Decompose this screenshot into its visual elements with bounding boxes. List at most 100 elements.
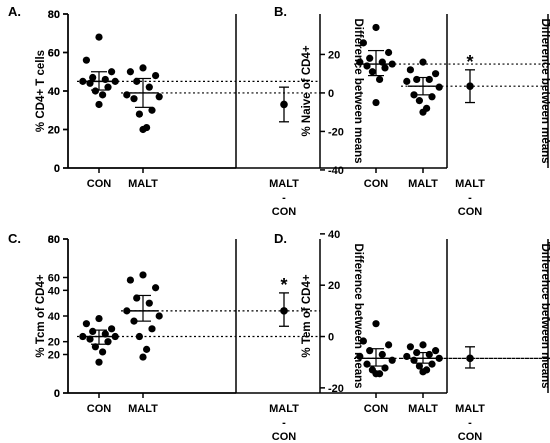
data-point <box>82 56 90 64</box>
data-point <box>79 332 87 341</box>
data-point <box>428 360 436 368</box>
diff-point <box>280 307 288 315</box>
data-point <box>432 347 440 355</box>
y2-tick-label: 0 <box>328 332 334 344</box>
data-point <box>372 370 380 378</box>
diff-label-line: MALT <box>269 403 299 415</box>
data-point <box>145 83 153 91</box>
diff-point <box>466 354 474 363</box>
data-point <box>359 39 367 47</box>
y-tick-label: 20 <box>48 125 60 137</box>
x-tick-label: CON <box>364 178 389 190</box>
x-tick-label: CON <box>87 403 112 415</box>
data-point <box>139 271 147 279</box>
data-point <box>139 125 147 134</box>
y2-axis-label: Difference between means <box>539 18 550 163</box>
data-point <box>86 335 94 343</box>
panel-a: A. 0 20 40 60 80 20 0 -20 -40 % CD4+ T cells Differ… <box>8 4 364 218</box>
y-axis-label: % Tcm of CD4+ <box>35 274 47 357</box>
data-point <box>91 87 99 95</box>
data-point <box>79 77 87 85</box>
data-point <box>152 284 160 292</box>
y-tick-label: 80 <box>48 9 60 21</box>
y-tick-label: 0 <box>54 163 60 175</box>
diff-point <box>466 82 474 90</box>
data-point <box>419 58 427 66</box>
y2-tick-label: 0 <box>328 88 334 100</box>
data-point <box>95 100 103 109</box>
data-point <box>406 66 414 74</box>
data-point <box>145 299 153 307</box>
data-point <box>403 77 411 85</box>
data-point <box>133 77 141 85</box>
y2-tick-label: -40 <box>328 165 344 177</box>
y2-tick-label: 20 <box>328 49 340 61</box>
diff-label-line: - <box>282 192 286 204</box>
data-point <box>415 362 423 370</box>
data-point <box>111 77 119 85</box>
data-point <box>95 358 103 366</box>
panel-letter: A. <box>8 4 21 19</box>
y-tick-label: 40 <box>48 285 60 297</box>
data-point <box>99 91 107 99</box>
data-point <box>104 83 112 91</box>
diff-point <box>280 100 288 109</box>
data-point <box>135 332 143 341</box>
diff-label-line: CON <box>458 206 483 218</box>
significance-marker: * <box>466 52 473 72</box>
data-point <box>419 341 427 349</box>
data-point <box>366 54 374 62</box>
data-point <box>372 320 380 328</box>
y2-tick-label: -20 <box>328 383 344 395</box>
data-point <box>372 98 380 107</box>
data-point <box>143 345 151 353</box>
data-point <box>108 68 116 76</box>
y-tick-label: 80 <box>48 234 60 246</box>
y-tick-label: 20 <box>48 125 60 137</box>
significance-marker: * <box>280 275 287 295</box>
data-point <box>108 325 116 333</box>
y-tick-label: 20 <box>48 350 60 362</box>
data-point <box>89 327 97 335</box>
data-point <box>82 320 90 328</box>
data-point <box>368 68 376 76</box>
diff-label-line: CON <box>458 431 483 443</box>
data-point <box>359 337 367 345</box>
y-axis-label: % Tem of CD4+ <box>301 274 313 357</box>
diff-label-line: MALT <box>455 178 485 190</box>
data-point <box>104 338 112 346</box>
y2-tick-label: 40 <box>328 229 340 241</box>
data-point <box>123 307 131 315</box>
data-point <box>135 110 143 118</box>
y-tick-label: 20 <box>48 337 60 349</box>
data-point <box>432 70 440 78</box>
y-tick-label: 60 <box>48 234 60 246</box>
y2-tick-label: 20 <box>328 280 340 292</box>
data-point <box>419 368 427 376</box>
data-point <box>415 97 423 105</box>
diff-label-line: MALT <box>455 403 485 415</box>
data-point <box>381 64 389 72</box>
x-tick-label: CON <box>364 403 389 415</box>
data-point <box>378 350 386 359</box>
data-point <box>130 317 138 325</box>
data-point <box>91 343 99 351</box>
x-tick-label: MALT <box>128 403 158 415</box>
data-point <box>99 348 107 356</box>
x-tick-label: MALT <box>408 178 438 190</box>
y2-axis-label: Difference between means <box>352 243 364 388</box>
data-point <box>155 312 163 320</box>
y-tick-label: 40 <box>48 311 60 323</box>
panel-letter: C. <box>8 231 21 246</box>
diff-label-line: - <box>468 417 472 429</box>
y-axis-label: % Naive of CD4+ <box>301 45 313 136</box>
data-point <box>111 332 119 341</box>
panel-d: D.0204060806040200% Tem of CD4+Differenc… <box>48 231 550 443</box>
x-tick-label: MALT <box>128 178 158 190</box>
data-point <box>388 60 396 68</box>
y-tick-label: 40 <box>48 86 60 98</box>
data-point <box>95 314 103 323</box>
data-point <box>133 294 141 302</box>
data-point <box>410 91 418 99</box>
data-point <box>385 341 393 349</box>
